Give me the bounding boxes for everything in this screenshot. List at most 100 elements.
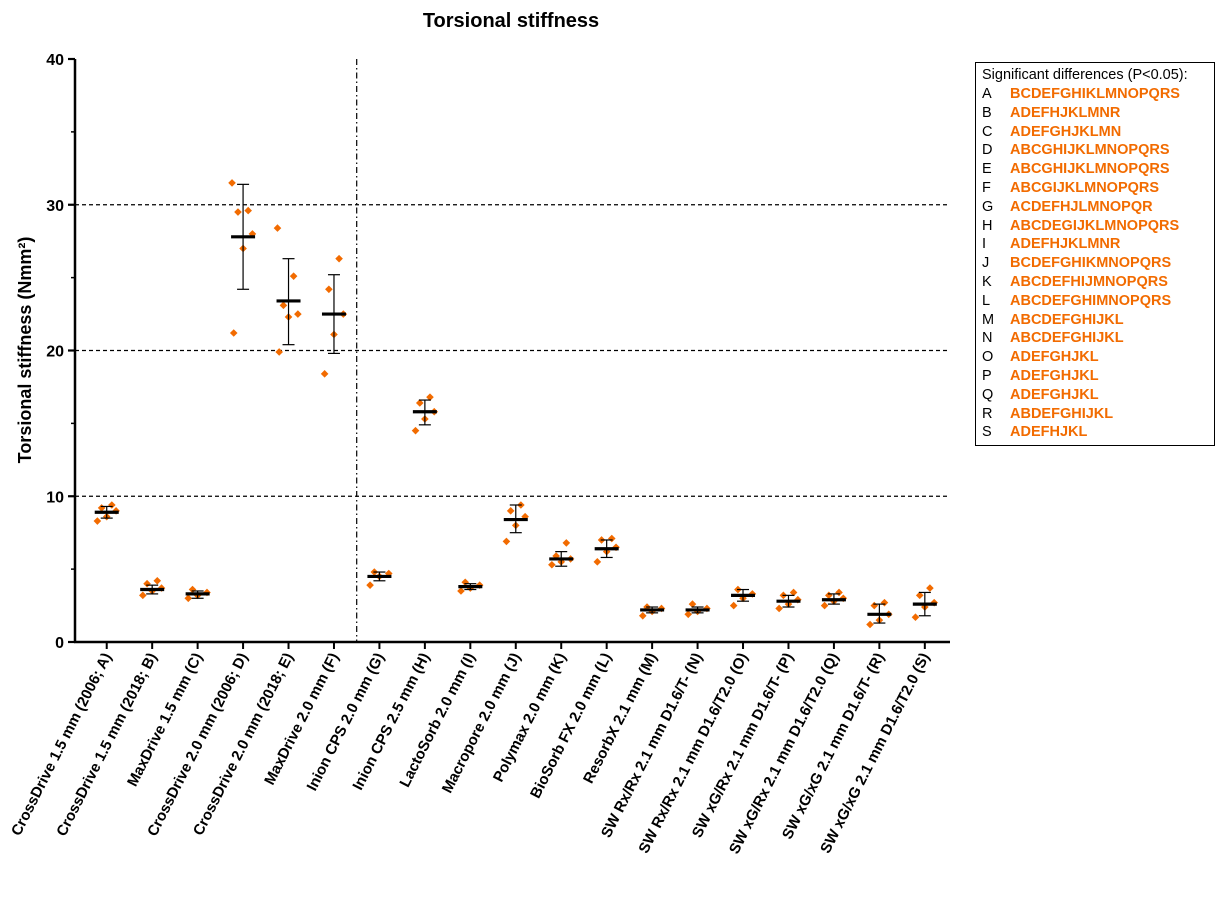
y-tick-label: 10 bbox=[46, 489, 64, 506]
legend-key: B bbox=[982, 104, 992, 121]
legend-value: BCDEFGHIKLMNOPQRS bbox=[1010, 86, 1180, 102]
data-point bbox=[411, 426, 420, 435]
y-axis-label: Torsional stiffness (Nmm²) bbox=[15, 237, 35, 464]
data-point bbox=[457, 587, 465, 595]
data-point bbox=[234, 208, 242, 216]
legend-value: ACDEFHJLMNOPQR bbox=[1010, 198, 1153, 215]
legend-key: S bbox=[982, 424, 992, 441]
y-tick-label: 0 bbox=[55, 635, 64, 652]
data-point bbox=[248, 230, 257, 238]
legend-row: K ABCDEFHIJMNOPQRS bbox=[982, 273, 1208, 292]
legend-key: C bbox=[982, 123, 993, 140]
data-point bbox=[97, 504, 106, 512]
legend-value: ADEFGHJKL bbox=[1010, 349, 1099, 366]
data-point bbox=[461, 578, 470, 587]
legend-value: ADEFHJKL bbox=[1010, 424, 1088, 441]
data-point bbox=[335, 254, 343, 263]
legend-value: ADEFGHJKL bbox=[1010, 367, 1099, 384]
data-point bbox=[880, 598, 889, 607]
legend-key: J bbox=[982, 255, 990, 272]
x-category-labels: CrossDrive 1.5 mm (2006; A)CrossDrive 1.… bbox=[8, 650, 933, 857]
data-point bbox=[244, 206, 252, 215]
legend-value: ABCGIJKLMNOPQRS bbox=[1010, 179, 1160, 196]
y-tick-label: 20 bbox=[46, 344, 64, 361]
legend-key: A bbox=[982, 86, 992, 102]
legend-value: ABCDEFHIJMNOPQRS bbox=[1010, 273, 1168, 290]
legend-key: D bbox=[982, 142, 993, 159]
legend-value: ABCDEFGHIMNOPQRS bbox=[1010, 292, 1172, 309]
data-point bbox=[593, 558, 602, 566]
data-point bbox=[638, 611, 647, 620]
y-tick-label: 30 bbox=[46, 198, 64, 215]
data-point bbox=[279, 301, 288, 310]
data-point bbox=[188, 585, 197, 594]
data-point bbox=[184, 594, 193, 603]
data-point bbox=[502, 537, 511, 546]
chart-title: Torsional stiffness bbox=[423, 10, 599, 32]
legend-key: I bbox=[982, 236, 987, 253]
legend-row: F ABCGIJKLMNOPQRS bbox=[982, 179, 1208, 198]
legend-key: O bbox=[982, 349, 994, 366]
legend-value: ADEFGHJKL bbox=[1010, 386, 1099, 403]
data-point bbox=[820, 601, 829, 610]
legend-key: F bbox=[982, 179, 991, 196]
data-point bbox=[548, 560, 556, 569]
data-point bbox=[926, 584, 934, 592]
legend-value: ABDEFGHIJKL bbox=[1010, 405, 1114, 422]
legend-value: ADEFGHJKLMN bbox=[1010, 123, 1122, 140]
data-point bbox=[911, 613, 920, 622]
data-point bbox=[108, 501, 116, 509]
data-point bbox=[729, 601, 738, 610]
legend-row: D ABCGHIJKLMNOPQRS bbox=[982, 141, 1208, 160]
legend-row: C ADEFGHJKLMN bbox=[982, 123, 1208, 142]
significance-legend: Significant differences (P<0.05): A BCDEF… bbox=[975, 62, 1215, 446]
legend-key: P bbox=[982, 367, 992, 384]
y-tick-labels: 0 10 20 30 40 bbox=[46, 52, 64, 652]
legend-row: P ADEFGHJKL bbox=[982, 367, 1208, 386]
legend-key: M bbox=[982, 311, 995, 328]
legend-key: K bbox=[982, 273, 992, 290]
data-point bbox=[426, 393, 434, 401]
data-point bbox=[325, 285, 333, 294]
y-tick-label: 40 bbox=[46, 52, 64, 69]
data-point bbox=[93, 517, 102, 525]
data-point bbox=[153, 576, 162, 585]
legend-key: G bbox=[982, 198, 994, 215]
legend-row: H ABCDEGIJKLMNOPQRS bbox=[982, 217, 1208, 236]
legend-key: E bbox=[982, 161, 992, 178]
data-point bbox=[915, 591, 924, 600]
data-point bbox=[688, 600, 697, 608]
data-point bbox=[228, 179, 236, 187]
legend-rows: A BCDEFGHIKLMNOPQRS B ADEFHJKLMNR C ADEFGHJKL… bbox=[982, 85, 1208, 442]
legend-key: R bbox=[982, 405, 993, 422]
data-point bbox=[275, 348, 283, 356]
legend-value: ADEFHJKLMNR bbox=[1010, 236, 1121, 253]
data-point bbox=[562, 539, 571, 547]
axes bbox=[68, 57, 950, 649]
grid-lines bbox=[75, 59, 950, 642]
data-marks bbox=[93, 179, 938, 629]
legend-row: J BCDEFGHIKMNOPQRS bbox=[982, 254, 1208, 273]
legend-value: BCDEFGHIKMNOPQRS bbox=[1010, 255, 1172, 272]
legend-key: L bbox=[982, 292, 991, 309]
legend-row: S ADEFHJKL bbox=[982, 423, 1208, 442]
data-point bbox=[294, 310, 302, 318]
legend-value: ADEFHJKLMNR bbox=[1010, 104, 1121, 121]
data-point bbox=[825, 591, 833, 600]
legend-row: I ADEFHJKLMNR bbox=[982, 235, 1208, 254]
legend-row: B ADEFHJKLMNR bbox=[982, 104, 1208, 123]
data-point bbox=[273, 224, 282, 232]
legend-row: M ABCDEFGHIJKL bbox=[982, 311, 1208, 330]
legend-key: Q bbox=[982, 386, 994, 403]
legend-value: ABCDEFGHIJKL bbox=[1010, 311, 1124, 328]
data-point bbox=[289, 272, 298, 280]
data-point bbox=[775, 604, 783, 613]
data-point bbox=[415, 399, 424, 407]
legend-row: Q ADEFGHJKL bbox=[982, 386, 1208, 405]
data-point bbox=[835, 588, 843, 597]
data-point bbox=[143, 579, 151, 588]
data-point bbox=[789, 588, 798, 597]
legend-row: N ABCDEFGHIJKL bbox=[982, 329, 1208, 348]
x-category-label: BioSorb FX 2.0 mm (L) bbox=[527, 650, 615, 801]
